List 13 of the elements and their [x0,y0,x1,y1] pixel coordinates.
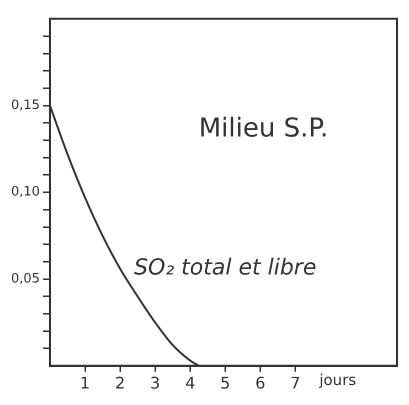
x-axis-title: jours [318,371,356,390]
y-tick-label: 0,15 [10,98,40,113]
x-tick-label: 2 [114,374,126,393]
x-tick-label: 1 [80,374,90,393]
x-tick-label: 5 [220,374,230,393]
x-tick-label: 6 [255,374,266,393]
text: Milieu S.P. [198,114,328,144]
x-tick-label: 3 [150,374,160,393]
x-tick-label: 4 [185,374,196,393]
y-tick-label: 0,10 [10,184,40,200]
x-tick-label: 7 [290,374,300,393]
series-label: SO₂ total et libre [134,255,316,280]
y-tick-label: 0,05 [10,271,40,286]
